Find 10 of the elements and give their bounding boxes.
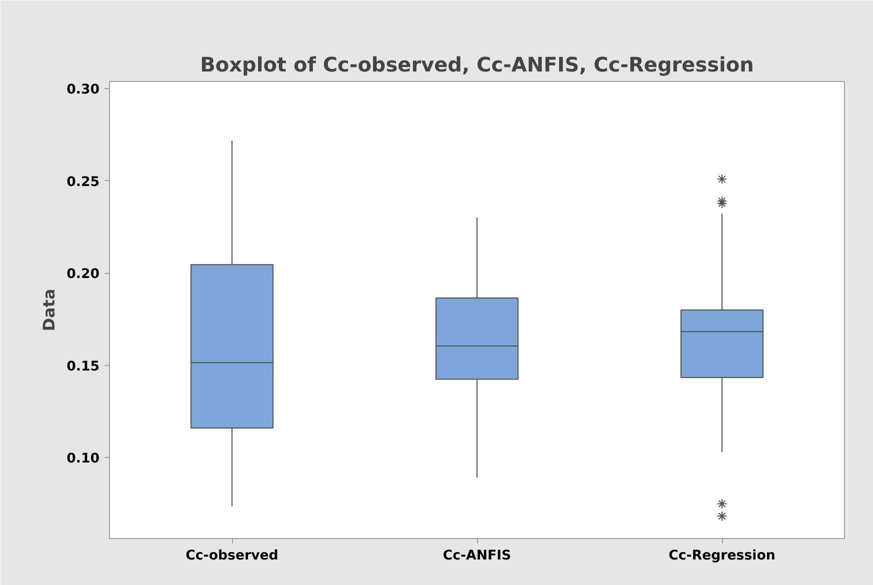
y-tick-label: 0.15 xyxy=(66,359,100,374)
y-axis-title: Data xyxy=(40,288,59,332)
y-tick-label: 0.20 xyxy=(66,267,100,282)
x-tick-label: Cc-Regression xyxy=(668,548,776,564)
x-tick-label: Cc-ANFIS xyxy=(442,548,512,564)
chart-title: Boxplot of Cc-observed, Cc-ANFIS, Cc-Regression xyxy=(200,52,754,76)
y-tick-label: 0.25 xyxy=(66,174,100,190)
y-tick-label: 0.30 xyxy=(66,82,100,98)
x-tick-label: Cc-observed xyxy=(186,548,278,564)
y-tick-label: 0.10 xyxy=(66,452,100,467)
